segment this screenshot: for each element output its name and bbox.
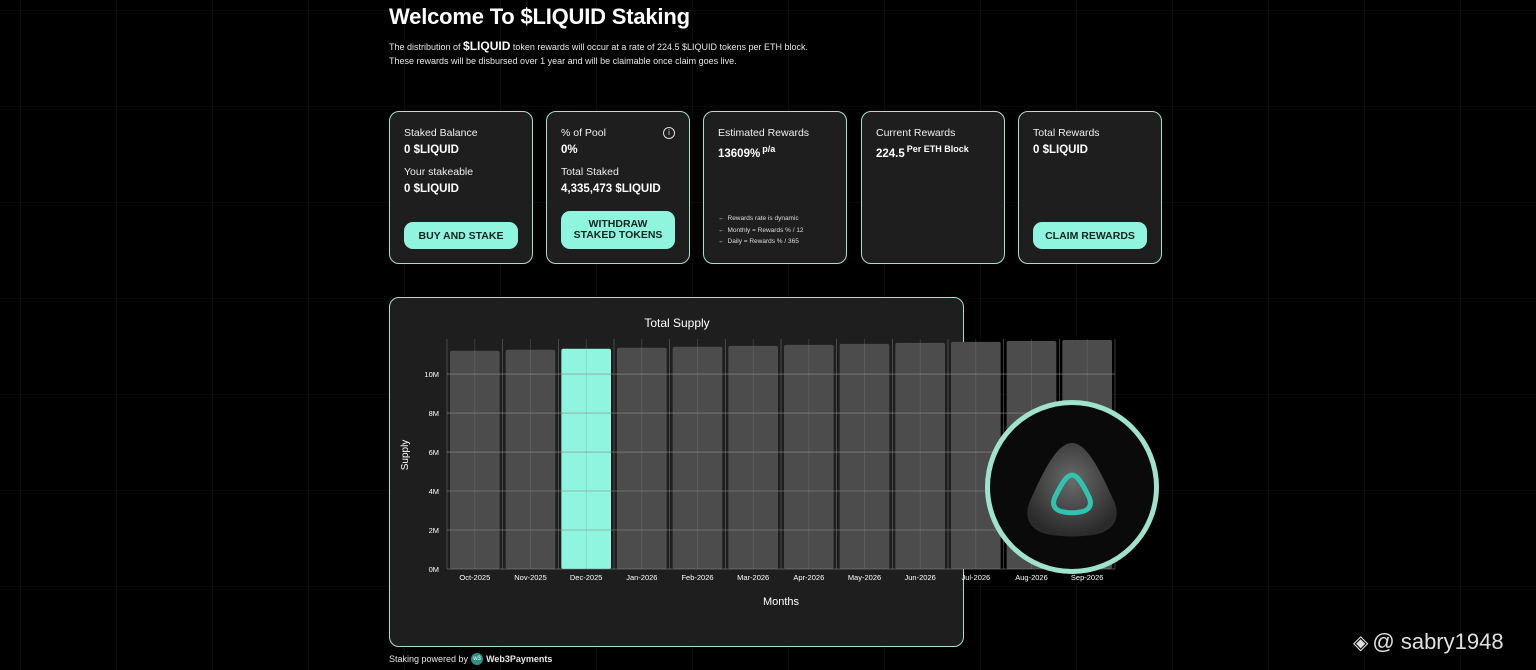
current-rewards-suffix: Per ETH Block xyxy=(906,144,969,154)
withdraw-staked-tokens-button[interactable]: WITHDRAW STAKED TOKENS xyxy=(561,211,675,249)
x-tick-label: Sep-2026 xyxy=(1071,573,1104,582)
chart-xlabel: Months xyxy=(763,596,800,608)
estimated-rewards-card: Estimated Rewards 13609% p/a ← Rewards rat… xyxy=(703,111,847,264)
estimated-rewards-label: Estimated Rewards xyxy=(718,127,810,139)
note-text: Daily = Rewards % / 365 xyxy=(727,238,799,245)
web3payments-logo-icon: w3 xyxy=(471,653,484,665)
intro-pre: The distribution of xyxy=(389,42,464,52)
arrow-left-icon: ← xyxy=(718,215,725,222)
arrow-left-icon: ← xyxy=(718,226,725,234)
x-tick-label: Jul-2026 xyxy=(961,573,990,582)
x-tick-label: Jun-2026 xyxy=(905,573,936,582)
y-tick-label: 0M xyxy=(429,565,439,574)
chart-bar xyxy=(839,343,890,569)
total-rewards-label: Total Rewards xyxy=(1033,127,1100,139)
footer: Staking powered by w3 Web3Payments xyxy=(389,653,552,665)
total-staked-value: 4,335,473 $LIQUID xyxy=(561,183,661,195)
chart-x-ticks: Oct-2025 Nov-2025 Dec-2025 Jan-2026 Feb-2026… xyxy=(459,573,1103,582)
chart-title: Total Supply xyxy=(644,316,709,330)
chart-ylabel: Supply xyxy=(400,440,411,471)
footer-text: Staking powered by xyxy=(389,654,469,664)
x-tick-label: Dec-2025 xyxy=(570,573,603,582)
page-title: Welcome To $LIQUID Staking xyxy=(389,4,690,29)
staked-balance-label: Staked Balance xyxy=(404,127,478,139)
stakeable-value: 0 $LIQUID xyxy=(404,183,459,195)
rewards-notes: ← Rewards rate is dynamic ← Monthly = Rewa… xyxy=(718,213,804,248)
buy-and-stake-button[interactable]: BUY AND STAKE xyxy=(404,222,518,249)
y-tick-label: 2M xyxy=(429,526,439,535)
current-rewards-label: Current Rewards xyxy=(876,127,956,139)
chart-bar xyxy=(505,349,556,569)
chart-bar xyxy=(784,344,834,569)
intro-token: $LIQUID xyxy=(463,39,511,53)
x-tick-label: May-2026 xyxy=(848,573,881,582)
total-rewards-card: Total Rewards 0 $LIQUID CLAIM REWARDS xyxy=(1018,111,1162,264)
staked-balance-value: 0 $LIQUID xyxy=(404,144,459,156)
staked-balance-card: Staked Balance 0 $LIQUID Your stakeable … xyxy=(389,111,533,264)
rewards-note: ← Daily = Rewards % / 365 xyxy=(718,236,804,248)
note-text: Rewards rate is dynamic xyxy=(727,215,799,222)
x-tick-label: Apr-2026 xyxy=(793,573,824,582)
x-tick-label: Oct-2025 xyxy=(459,573,490,582)
x-tick-label: Aug-2026 xyxy=(1015,573,1048,582)
watermark-text: @ sabry1948 xyxy=(1372,629,1504,654)
y-tick-label: 6M xyxy=(429,448,439,457)
current-rewards-card: Current Rewards 224.5 Per ETH Block xyxy=(861,111,1005,264)
y-tick-label: 4M xyxy=(429,487,439,496)
withdraw-button-line2: STAKED TOKENS xyxy=(573,229,663,241)
chart-bar xyxy=(895,342,945,569)
footer-brand[interactable]: Web3Payments xyxy=(486,654,553,664)
x-tick-label: Nov-2025 xyxy=(514,573,547,582)
total-rewards-value: 0 $LIQUID xyxy=(1033,144,1088,156)
pool-value: 0% xyxy=(561,144,578,156)
liquid-logo-icon xyxy=(1027,443,1117,537)
pool-card: % of Pool i 0% Total Staked 4,335,473 $L… xyxy=(546,111,690,264)
arrow-left-icon: ← xyxy=(718,238,725,245)
note-text: Monthly = Rewards % / 12 xyxy=(727,226,804,234)
y-tick-label: 8M xyxy=(429,409,439,418)
y-tick-label: 10M xyxy=(424,370,439,379)
intro-text: The distribution of $LIQUID token reward… xyxy=(389,39,909,68)
estimated-rewards-suffix: p/a xyxy=(762,144,776,154)
stakeable-label: Your stakeable xyxy=(404,166,474,178)
current-rewards-value: 224.5 xyxy=(876,148,905,160)
rewards-note: ← Rewards rate is dynamic xyxy=(718,213,804,225)
chart-bar xyxy=(728,345,778,569)
estimated-rewards-value: 13609% xyxy=(718,148,761,160)
chart-bar xyxy=(561,348,611,569)
x-tick-label: Jan-2026 xyxy=(626,573,657,582)
liquid-logo xyxy=(985,400,1159,574)
intro-line2: These rewards will be disbursed over 1 y… xyxy=(389,56,737,66)
chart-bar xyxy=(672,346,723,569)
chart-bar xyxy=(617,347,667,569)
chart-y-ticks: 0M 2M 4M 6M 8M 10M xyxy=(424,370,439,574)
x-tick-label: Mar-2026 xyxy=(737,573,769,582)
chart-bar xyxy=(450,350,500,569)
watermark: ◈ @ sabry1948 xyxy=(1353,629,1504,655)
rewards-note: ← Monthly = Rewards % / 12 xyxy=(718,225,804,237)
info-icon[interactable]: i xyxy=(663,127,675,139)
intro-line1-post: token rewards will occur at a rate of 22… xyxy=(510,42,809,52)
claim-rewards-button[interactable]: CLAIM REWARDS xyxy=(1033,222,1147,249)
total-staked-label: Total Staked xyxy=(561,166,619,178)
withdraw-button-line1: WITHDRAW xyxy=(588,218,648,230)
pool-label: % of Pool xyxy=(561,127,606,139)
x-tick-label: Feb-2026 xyxy=(681,573,713,582)
binance-diamond-icon: ◈ xyxy=(1353,631,1369,654)
